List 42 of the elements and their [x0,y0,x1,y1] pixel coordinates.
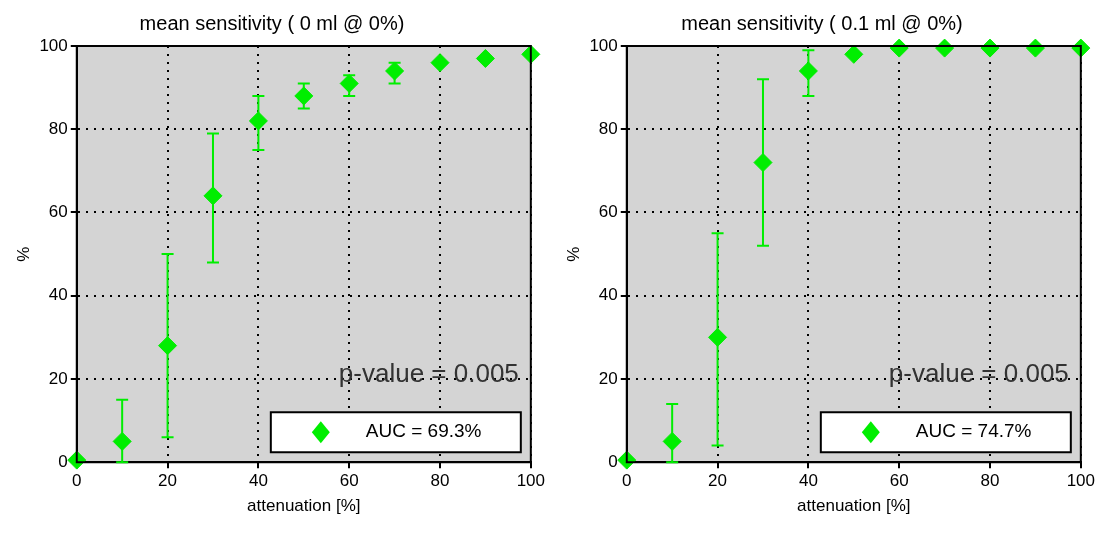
point [617,450,637,470]
x-tick-label: 20 [708,471,728,491]
y-tick-label: 0 [58,451,68,471]
y-tick-label: 40 [598,285,618,305]
point [1025,38,1045,58]
x-tick-label: 60 [339,471,359,491]
y-tick-label: 100 [589,35,618,55]
y-tick-label: 100 [39,35,68,55]
point [475,48,495,68]
point [889,38,909,58]
x-axis-title: attenuation [%] [247,496,361,516]
x-tick-label: 80 [980,471,1000,491]
point [430,53,450,73]
x-tick-label: 100 [516,471,546,491]
y-tick-label: 80 [48,118,68,138]
x-tick-label: 100 [1066,471,1096,491]
x-tick-label: 20 [158,471,178,491]
y-axis-title: % [563,246,583,262]
y-tick-label: 0 [608,451,618,471]
x-tick-label: 0 [72,471,82,491]
chart-title: mean sensitivity ( 0 ml @ 0%) [139,11,405,34]
chart-title: mean sensitivity ( 0.1 ml @ 0%) [681,11,963,34]
legend-label: AUC = 69.3% [365,420,482,442]
x-tick-label: 80 [430,471,450,491]
annotation: p-value = 0.005 [888,358,1069,389]
y-tick-label: 60 [48,202,68,222]
y-tick-label: 40 [48,285,68,305]
point [844,44,864,64]
x-tick-label: 40 [798,471,818,491]
y-tick-label: 20 [48,368,68,388]
legend-label: AUC = 74.7% [915,420,1032,442]
point [935,38,955,58]
x-tick-label: 0 [622,471,632,491]
x-tick-label: 40 [248,471,268,491]
y-tick-label: 80 [598,118,618,138]
y-axis-title: % [13,246,33,262]
x-axis-title: attenuation [%] [797,496,911,516]
point [67,450,87,470]
y-tick-label: 60 [598,202,618,222]
y-tick-label: 20 [598,368,618,388]
annotation: p-value = 0.005 [338,358,519,389]
x-tick-label: 60 [889,471,909,491]
